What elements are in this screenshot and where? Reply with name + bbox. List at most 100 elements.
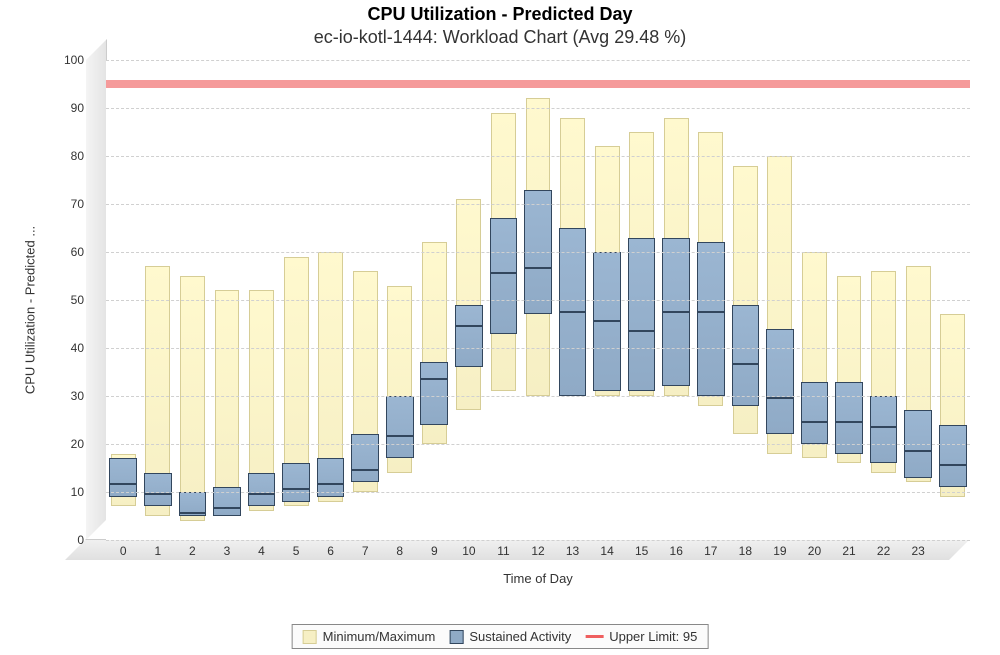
sustained-median-line (145, 493, 171, 495)
grid-line (106, 108, 970, 109)
x-tick-label: 11 (488, 544, 518, 558)
sustained-median-line (767, 397, 793, 399)
legend-label-limit: Upper Limit: 95 (609, 629, 697, 644)
x-tick-label: 3 (212, 544, 242, 558)
x-tick-label: 21 (834, 544, 864, 558)
grid-line (106, 60, 970, 61)
chart-legend: Minimum/Maximum Sustained Activity Upper… (292, 624, 709, 649)
x-tick-label: 4 (247, 544, 277, 558)
x-tick-label: 8 (385, 544, 415, 558)
x-axis-label: Time of Day (106, 571, 970, 586)
x-tick-label: 0 (108, 544, 138, 558)
sustained-bar (766, 329, 794, 435)
y-tick-label: 20 (60, 437, 84, 451)
x-tick-label: 2 (177, 544, 207, 558)
sustained-median-line (733, 363, 759, 365)
x-tick-label: 12 (523, 544, 553, 558)
y-tick-label: 70 (60, 197, 84, 211)
x-tick-label: 20 (799, 544, 829, 558)
x-tick-label: 1 (143, 544, 173, 558)
y-tick-label: 50 (60, 293, 84, 307)
y-tick-label: 90 (60, 101, 84, 115)
sustained-median-line (387, 435, 413, 437)
y-tick-label: 100 (60, 53, 84, 67)
chart-subtitle: ec-io-kotl-1444: Workload Chart (Avg 29.… (0, 25, 1000, 48)
sustained-bar (593, 252, 621, 391)
y-tick-label: 0 (60, 533, 84, 547)
sustained-bar (490, 218, 518, 333)
x-tick-label: 18 (730, 544, 760, 558)
grid-line (106, 300, 970, 301)
y-tick-label: 60 (60, 245, 84, 259)
sustained-bar (628, 238, 656, 392)
x-tick-label: 17 (696, 544, 726, 558)
sustained-median-line (352, 469, 378, 471)
sustained-median-line (871, 426, 897, 428)
sustained-median-line (318, 483, 344, 485)
sustained-bar (732, 305, 760, 406)
chart-title: CPU Utilization - Predicted Day (0, 0, 1000, 25)
sustained-median-line (836, 421, 862, 423)
sustained-median-line (491, 272, 517, 274)
upper-limit-line (106, 80, 970, 88)
plot-area: CPU Utilization - Predicted ... Time of … (60, 60, 970, 560)
sustained-median-line (214, 507, 240, 509)
grid-line (106, 492, 970, 493)
legend-swatch-sustained (449, 630, 463, 644)
y-tick-label: 10 (60, 485, 84, 499)
chart-container: CPU Utilization - Predicted Day ec-io-ko… (0, 0, 1000, 655)
x-tick-label: 5 (281, 544, 311, 558)
sustained-median-line (560, 311, 586, 313)
x-tick-label: 10 (454, 544, 484, 558)
plot-3d-sidewall (86, 39, 107, 540)
sustained-bar (420, 362, 448, 424)
y-tick-label: 40 (60, 341, 84, 355)
grid-line (106, 204, 970, 205)
grid-line (106, 348, 970, 349)
x-tick-label: 7 (350, 544, 380, 558)
sustained-bar (801, 382, 829, 444)
legend-item-limit: Upper Limit: 95 (585, 629, 697, 644)
sustained-median-line (421, 378, 447, 380)
sustained-median-line (525, 267, 551, 269)
sustained-bar (386, 396, 414, 458)
sustained-bar (282, 463, 310, 501)
sustained-median-line (629, 330, 655, 332)
legend-swatch-limit (585, 635, 603, 638)
minmax-bar (215, 290, 240, 516)
sustained-median-line (110, 483, 136, 485)
grid-line (106, 396, 970, 397)
sustained-bar (144, 473, 172, 507)
sustained-median-line (802, 421, 828, 423)
sustained-bar (939, 425, 967, 487)
minmax-bar (180, 276, 205, 521)
sustained-bar (835, 382, 863, 454)
grid-line (106, 156, 970, 157)
sustained-median-line (905, 450, 931, 452)
legend-label-minmax: Minimum/Maximum (323, 629, 436, 644)
legend-swatch-minmax (303, 630, 317, 644)
x-tick-label: 6 (316, 544, 346, 558)
y-tick-label: 30 (60, 389, 84, 403)
x-tick-label: 9 (419, 544, 449, 558)
sustained-bar (179, 492, 207, 516)
grid-line (106, 444, 970, 445)
y-tick-label: 80 (60, 149, 84, 163)
legend-item-minmax: Minimum/Maximum (303, 629, 436, 644)
y-axis-label: CPU Utilization - Predicted ... (23, 226, 38, 394)
grid-line (106, 252, 970, 253)
sustained-median-line (594, 320, 620, 322)
legend-item-sustained: Sustained Activity (449, 629, 571, 644)
sustained-bar (559, 228, 587, 396)
sustained-bar (662, 238, 690, 387)
sustained-median-line (180, 512, 206, 514)
x-tick-label: 19 (765, 544, 795, 558)
x-tick-label: 13 (558, 544, 588, 558)
sustained-median-line (249, 493, 275, 495)
x-tick-label: 15 (627, 544, 657, 558)
sustained-bar (870, 396, 898, 463)
sustained-median-line (283, 488, 309, 490)
sustained-bar (455, 305, 483, 367)
x-tick-label: 23 (903, 544, 933, 558)
legend-label-sustained: Sustained Activity (469, 629, 571, 644)
